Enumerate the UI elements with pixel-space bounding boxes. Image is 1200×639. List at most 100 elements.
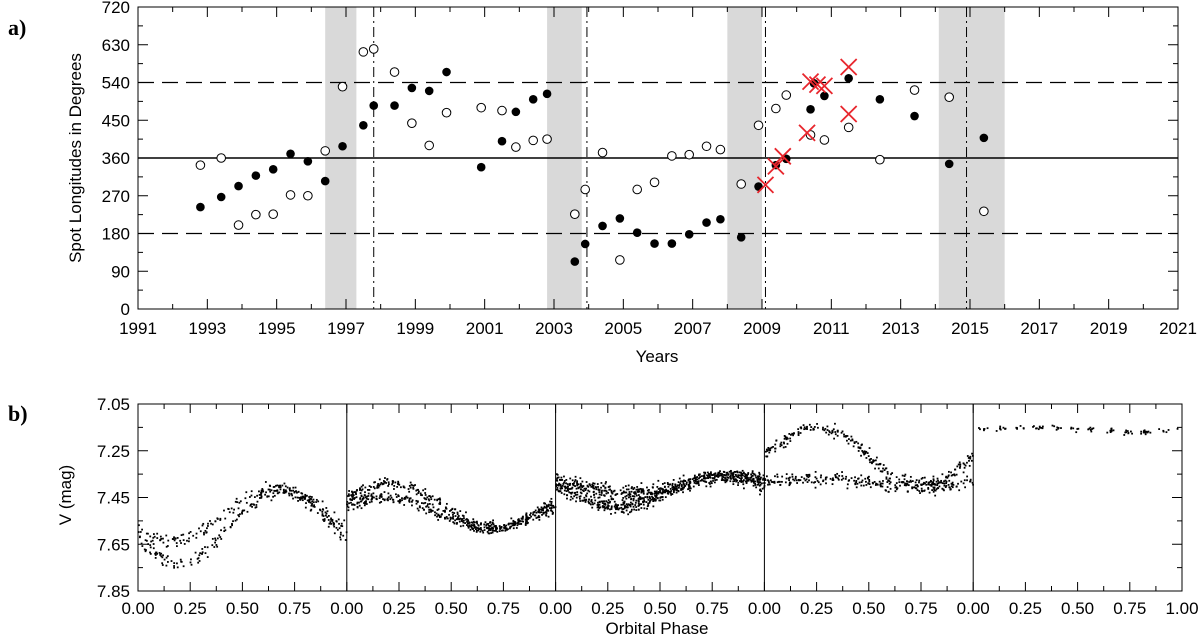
- lightcurve-point: [710, 471, 712, 474]
- lightcurve-point: [610, 512, 612, 515]
- lightcurve-point: [310, 496, 313, 498]
- lightcurve-point: [707, 477, 710, 480]
- lightcurve-point: [999, 427, 1001, 430]
- lightcurve-point: [488, 532, 491, 535]
- lightcurve-point: [272, 495, 274, 498]
- lightcurve-point: [703, 480, 706, 483]
- lightcurve-point: [505, 527, 508, 530]
- panel-b-label: b): [8, 401, 28, 426]
- lightcurve-point: [950, 485, 953, 488]
- lightcurve-point: [158, 552, 161, 554]
- open-point: [337, 81, 348, 92]
- lightcurve-point: [608, 485, 611, 488]
- lightcurve-point: [934, 489, 937, 492]
- lightcurve-point: [571, 479, 574, 482]
- lightcurve-point: [541, 513, 543, 516]
- lightcurve-point: [245, 491, 248, 494]
- lightcurve-point: [581, 486, 584, 489]
- lightcurve-point: [889, 487, 892, 490]
- lightcurve-point: [746, 474, 748, 477]
- lightcurve-point: [652, 505, 655, 508]
- lightcurve-point: [434, 514, 436, 517]
- lightcurve-point: [905, 482, 908, 485]
- lightcurve-point: [712, 480, 714, 482]
- lightcurve-point: [638, 497, 640, 500]
- lightcurve-point: [198, 560, 201, 562]
- lightcurve-point: [791, 432, 794, 435]
- open-point: [701, 141, 712, 152]
- lightcurve-point: [672, 489, 675, 492]
- lightcurve-point: [799, 432, 802, 434]
- lightcurve-point: [745, 480, 748, 483]
- lightcurve-point: [1129, 430, 1132, 433]
- lightcurve-point: [687, 488, 689, 491]
- lightcurve-point: [824, 478, 827, 481]
- lightcurve-point: [527, 517, 530, 520]
- lightcurve-point: [682, 474, 685, 477]
- lightcurve-point: [408, 500, 411, 503]
- lightcurve-point: [661, 483, 664, 485]
- lightcurve-point: [678, 486, 680, 489]
- lightcurve-point: [566, 485, 569, 488]
- lightcurve-point: [398, 483, 401, 486]
- lightcurve-point: [494, 525, 497, 527]
- lightcurve-point: [707, 472, 710, 475]
- lightcurve-point: [426, 496, 429, 499]
- lightcurve-point: [1016, 427, 1018, 429]
- lightcurve-point: [234, 519, 237, 522]
- lightcurve-point: [439, 501, 441, 504]
- lightcurve-point: [423, 497, 426, 500]
- lightcurve-point: [734, 471, 737, 473]
- lightcurve-point: [298, 496, 301, 499]
- lightcurve-point: [983, 429, 985, 432]
- lightcurve-point: [311, 502, 314, 505]
- lightcurve-point: [404, 497, 407, 500]
- lightcurve-point: [359, 487, 361, 490]
- lightcurve-point: [600, 494, 603, 496]
- lightcurve-point: [768, 451, 771, 454]
- lightcurve-point: [868, 478, 871, 481]
- lightcurve-point: [856, 482, 859, 485]
- open-point: [251, 209, 261, 220]
- lightcurve-point: [1146, 431, 1149, 434]
- lightcurve-point: [607, 501, 609, 504]
- lightcurve-point: [870, 458, 872, 460]
- lightcurve-point: [874, 467, 876, 470]
- lightcurve-point: [288, 494, 291, 497]
- lightcurve-point: [633, 486, 636, 489]
- lightcurve-point: [391, 483, 393, 486]
- lightcurve-point: [411, 484, 414, 487]
- lightcurve-point: [703, 471, 705, 474]
- filled-point: [580, 239, 590, 249]
- lightcurve-point: [1088, 427, 1091, 430]
- lightcurve-point: [626, 506, 629, 509]
- lightcurve-point: [865, 457, 868, 459]
- lightcurve-point: [364, 500, 367, 503]
- lightcurve-point: [584, 501, 587, 503]
- lightcurve-point: [572, 484, 575, 487]
- lightcurve-point: [255, 506, 258, 508]
- lightcurve-point: [160, 555, 163, 558]
- lightcurve-point: [260, 496, 263, 499]
- lightcurve-point: [840, 478, 843, 481]
- lightcurve-point: [573, 495, 576, 498]
- lightcurve-point: [925, 481, 928, 483]
- lightcurve-point: [396, 486, 399, 488]
- lightcurve-point: [550, 509, 552, 512]
- lightcurve-point: [384, 481, 386, 483]
- lightcurve-point: [622, 511, 625, 514]
- lightcurve-point: [245, 501, 248, 504]
- lightcurve-point: [721, 477, 724, 480]
- lightcurve-point: [487, 527, 490, 529]
- lightcurve-point: [165, 556, 168, 559]
- lightcurve-point: [180, 542, 182, 544]
- lightcurve-point: [598, 503, 601, 506]
- lightcurve-point: [732, 471, 735, 474]
- lightcurve-point: [304, 506, 307, 509]
- open-point: [476, 102, 487, 113]
- lightcurve-point: [661, 498, 664, 501]
- lightcurve-point: [367, 498, 370, 501]
- lightcurve-point: [923, 476, 926, 479]
- lightcurve-point: [622, 486, 625, 489]
- lightcurve-point: [179, 539, 182, 542]
